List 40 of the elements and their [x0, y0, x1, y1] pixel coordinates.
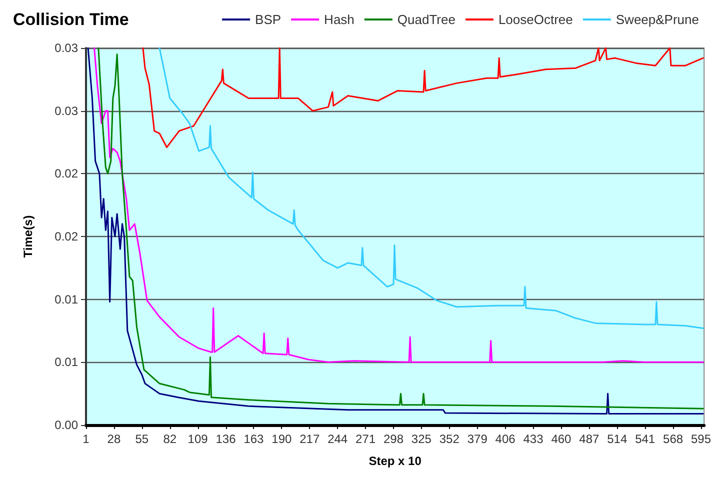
- x-tick-label: 433: [523, 432, 544, 446]
- x-tick-label: 190: [272, 432, 292, 446]
- x-tick-label: 55: [135, 432, 149, 446]
- y-axis-title: Time(s): [21, 215, 35, 258]
- x-tick-label: 244: [328, 432, 348, 446]
- line-series: [142, 47, 704, 148]
- legend-label: QuadTree: [397, 12, 456, 27]
- legend-label: LooseOctree: [498, 12, 573, 27]
- x-tick-label: 379: [467, 432, 488, 446]
- x-tick-label: 406: [495, 432, 516, 446]
- x-tick-label: 298: [383, 432, 404, 446]
- x-tick-label: 82: [163, 432, 177, 446]
- x-tick-label: 163: [244, 432, 264, 446]
- legend-label: Hash: [324, 12, 354, 27]
- y-tick-label: 0.00: [54, 418, 78, 432]
- x-tick-label: 514: [607, 432, 628, 446]
- y-tick-label: 0.01: [54, 355, 78, 370]
- y-tick-label: 0.02: [54, 230, 78, 244]
- legend-label: BSP: [255, 12, 282, 27]
- y-tick-label: 0.01: [54, 292, 78, 306]
- x-tick-label: 460: [551, 432, 572, 446]
- x-tick-label: 217: [300, 432, 320, 446]
- x-tick-label: 271: [356, 432, 376, 446]
- x-tick-label: 568: [663, 432, 684, 446]
- x-tick-label: 595: [690, 432, 712, 446]
- line-series: [158, 47, 704, 329]
- x-axis-title: Step x 10: [368, 454, 422, 468]
- x-tick-label: 28: [107, 432, 121, 446]
- legend-label: Sweep&Prune: [616, 12, 700, 27]
- x-tick-label: 109: [188, 432, 208, 446]
- x-tick-label: 136: [216, 432, 236, 446]
- x-tick-label: 541: [635, 432, 656, 446]
- x-tick-label: 487: [579, 432, 600, 446]
- chart-title: Collision Time: [13, 10, 129, 29]
- y-tick-label: 0.02: [54, 166, 78, 181]
- y-tick-label: 0.03: [54, 104, 78, 118]
- y-tick-label: 0.03: [54, 41, 78, 55]
- x-tick-label: 1: [82, 432, 90, 446]
- x-tick-label: 352: [439, 432, 460, 446]
- x-tick-label: 325: [411, 432, 432, 446]
